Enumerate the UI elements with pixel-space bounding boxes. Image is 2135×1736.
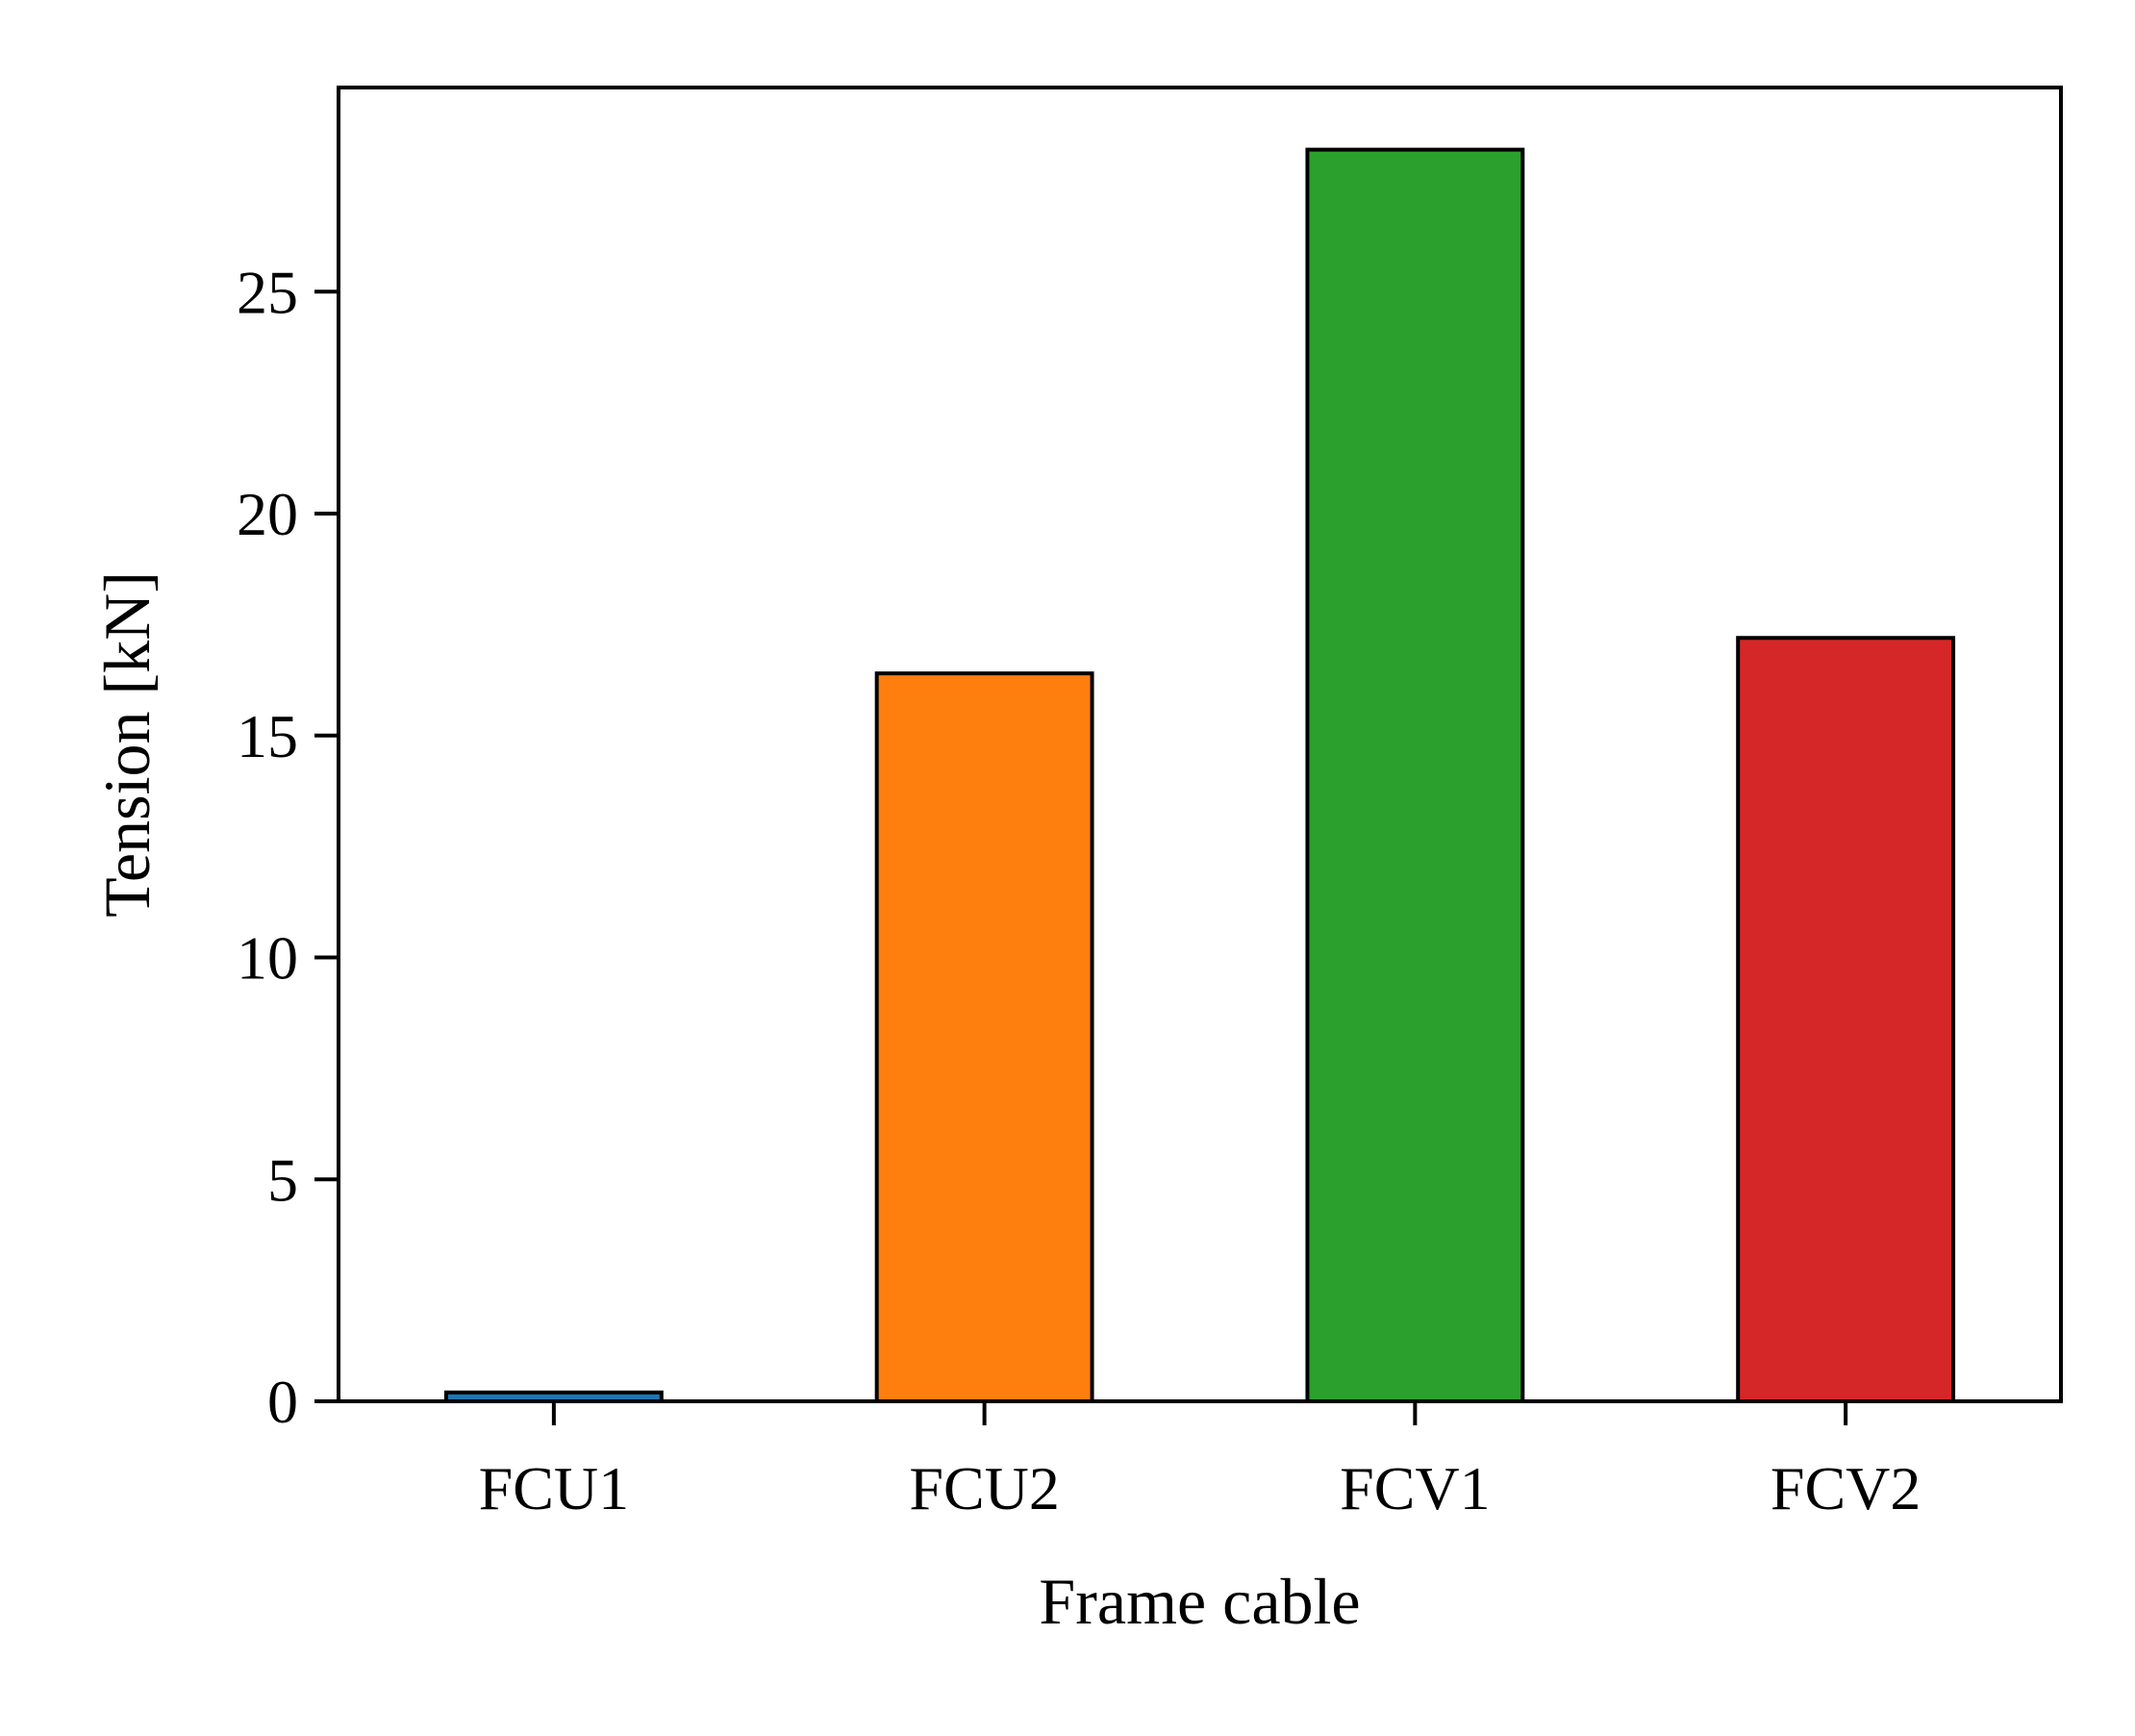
x-tick-label-fcu2: FCU2 — [909, 1454, 1060, 1522]
x-tick-label-fcv1: FCV1 — [1340, 1454, 1491, 1522]
bar-fcv2 — [1736, 636, 1956, 1403]
y-tick-label: 15 — [237, 702, 298, 770]
y-axis-ticks: 0 5 10 15 20 25 — [237, 258, 339, 1436]
x-axis-ticks: FCU1 FCU2 FCV1 FCV2 — [479, 1401, 1922, 1522]
bar-fcu2 — [874, 671, 1094, 1403]
y-tick-label: 25 — [237, 258, 298, 326]
y-tick-label: 0 — [267, 1368, 298, 1436]
y-tick-label: 5 — [267, 1145, 298, 1214]
plot-frame — [337, 86, 2063, 1403]
bar-fcv1 — [1305, 147, 1525, 1403]
y-tick-label: 10 — [237, 924, 298, 993]
bars-layer — [443, 147, 1956, 1403]
x-tick-label-fcv2: FCV2 — [1771, 1454, 1922, 1522]
x-axis-label: Frame cable — [1039, 1565, 1360, 1638]
x-tick-label-fcu1: FCU1 — [479, 1454, 630, 1522]
y-tick-label: 20 — [237, 480, 298, 548]
y-axis-label: Tension [kN] — [90, 571, 163, 918]
